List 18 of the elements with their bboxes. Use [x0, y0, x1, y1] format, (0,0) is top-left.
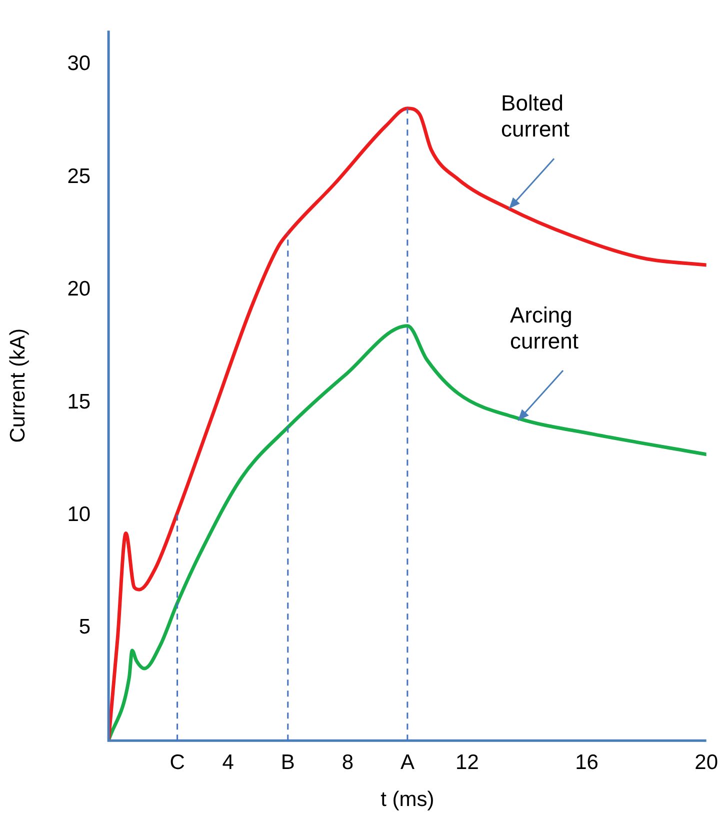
x-tick-label: 20	[694, 750, 718, 774]
y-tick-label: 20	[67, 278, 91, 301]
x-tick-label: 8	[342, 750, 354, 774]
x-tick-label: 12	[456, 750, 479, 774]
y-tick-label: 25	[67, 164, 91, 188]
annotation: Bolted current	[501, 90, 570, 142]
y-axis-title: Current (kA)	[6, 328, 30, 443]
x-tick-label: C	[170, 750, 185, 774]
y-tick-label: 30	[67, 52, 91, 76]
x-tick-label: B	[280, 750, 295, 774]
y-tick-label: 5	[78, 616, 91, 639]
y-tick-label: 15	[67, 390, 91, 414]
x-tick-label: 16	[575, 750, 598, 774]
annotation: Arcing current	[510, 302, 579, 354]
x-tick-label: A	[400, 750, 414, 774]
x-axis-title: t (ms)	[380, 788, 434, 812]
x-tick-label: 4	[222, 750, 234, 774]
y-tick-label: 10	[67, 503, 91, 526]
